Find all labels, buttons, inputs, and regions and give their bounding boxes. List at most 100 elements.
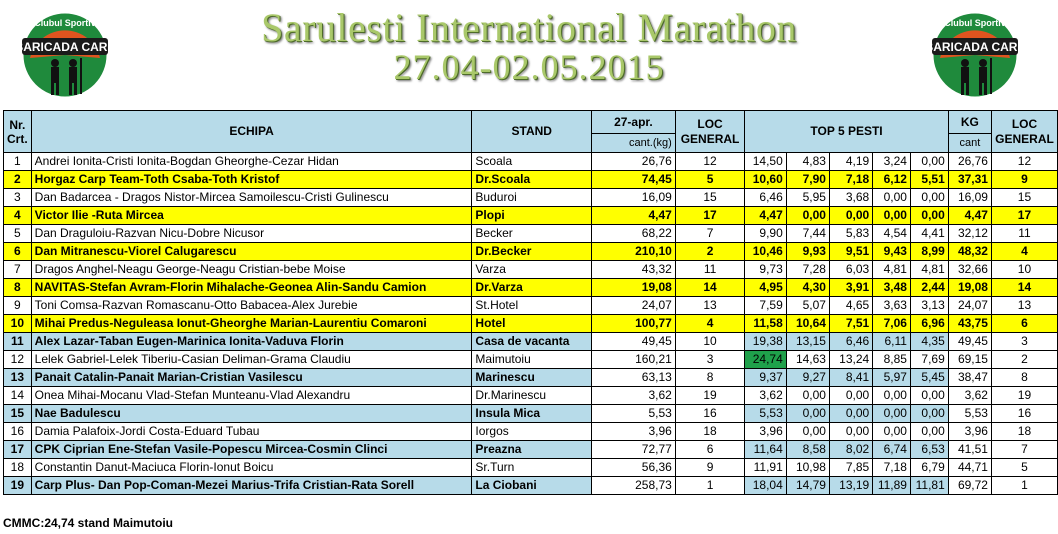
cell-stand: Plopi (471, 206, 593, 225)
svg-text:Clubul Sportiv: Clubul Sportiv (34, 18, 96, 28)
cell-cant: 19,08 (591, 278, 676, 297)
table-row: 9 Toni Comsa-Razvan Romascanu-Otto Babace… (3, 296, 1058, 315)
cell-nr: 6 (3, 242, 32, 261)
cell-fish-2: 0,00 (785, 404, 830, 423)
cell-cant: 5,53 (591, 404, 676, 423)
cell-fish-4: 4,54 (872, 224, 911, 243)
cell-echipa: Constantin Danut-Maciuca Florin-Ionut Bo… (30, 458, 473, 477)
cell-loc: 7 (674, 224, 746, 243)
cell-kg: 3,96 (947, 422, 992, 441)
cell-loc: 11 (674, 260, 746, 279)
cell-loc: 6 (674, 440, 746, 459)
cell-fish-1: 11,91 (744, 458, 787, 477)
cell-fish-5: 4,41 (909, 224, 949, 243)
cell-loc-2: 16 (990, 404, 1058, 423)
cell-loc: 16 (674, 404, 746, 423)
svg-text:BARICADA CARP: BARICADA CARP (930, 40, 1020, 54)
cell-loc-2: 6 (990, 314, 1058, 333)
cell-loc-2: 1 (990, 476, 1058, 495)
cell-stand: Varza (471, 260, 593, 279)
cell-stand: Marinescu (471, 368, 593, 387)
cell-fish-2: 0,00 (785, 206, 830, 225)
cell-fish-3: 4,19 (828, 152, 874, 171)
cell-fish-1: 9,90 (744, 224, 787, 243)
cell-loc: 4 (674, 314, 746, 333)
cell-fish-2: 14,63 (785, 350, 830, 369)
cell-cant: 210,10 (591, 242, 676, 261)
cell-loc-2: 3 (990, 332, 1058, 351)
cell-kg: 44,71 (947, 458, 992, 477)
cell-fish-5: 11,81 (909, 476, 949, 495)
cell-fish-2: 7,44 (785, 224, 830, 243)
cell-nr: 16 (3, 422, 32, 441)
cell-kg: 5,53 (947, 404, 992, 423)
header-row-2: cant.(kg) cant (4, 133, 1058, 153)
cell-kg: 26,76 (947, 152, 992, 171)
cell-echipa: Dan Badarcea - Dragos Nistor-Mircea Samo… (30, 188, 473, 207)
table-row: 10 Mihai Predus-Neguleasa Ionut-Gheorghe … (3, 314, 1058, 333)
cell-fish-1: 10,46 (744, 242, 787, 261)
cell-cant: 3,96 (591, 422, 676, 441)
cell-fish-5: 0,00 (909, 152, 949, 171)
cell-echipa: Toni Comsa-Razvan Romascanu-Otto Babacea… (30, 296, 473, 315)
cell-loc-2: 14 (990, 278, 1058, 297)
cell-fish-2: 5,95 (785, 188, 830, 207)
cell-fish-5: 0,00 (909, 404, 949, 423)
cell-stand: Buduroi (471, 188, 593, 207)
cell-fish-1: 9,37 (744, 368, 787, 387)
cell-nr: 4 (3, 206, 32, 225)
table-row: 15 Nae Badulescu Insula Mica 5,53 16 5,53 0,00… (3, 404, 1058, 423)
cell-cant: 49,45 (591, 332, 676, 351)
cell-fish-1: 4,95 (744, 278, 787, 297)
cell-kg: 4,47 (947, 206, 992, 225)
cell-cant: 4,47 (591, 206, 676, 225)
cell-loc: 3 (674, 350, 746, 369)
cell-fish-4: 0,00 (872, 188, 911, 207)
cell-fish-4: 6,11 (872, 332, 911, 351)
cell-fish-3: 0,00 (828, 206, 874, 225)
cell-cant: 3,62 (591, 386, 676, 405)
cell-fish-1: 24,74 (744, 350, 787, 369)
table-row: 1 Andrei Ionita-Cristi Ionita-Bogdan Gheo… (3, 152, 1058, 171)
table-row: 17 CPK Ciprian Ene-Stefan Vasile-Popescu … (3, 440, 1058, 459)
cell-fish-4: 9,43 (872, 242, 911, 261)
cell-fish-3: 13,24 (828, 350, 874, 369)
cell-echipa: Panait Catalin-Panait Marian-Cristian Va… (30, 368, 473, 387)
cell-cant: 24,07 (591, 296, 676, 315)
cell-fish-3: 6,03 (828, 260, 874, 279)
cell-fish-2: 10,98 (785, 458, 830, 477)
cell-loc-2: 4 (990, 242, 1058, 261)
cell-cant: 160,21 (591, 350, 676, 369)
cell-fish-2: 10,64 (785, 314, 830, 333)
cell-fish-5: 0,00 (909, 206, 949, 225)
cell-stand: Dr.Becker (471, 242, 593, 261)
cell-stand: St.Hotel (471, 296, 593, 315)
cell-kg: 16,09 (947, 188, 992, 207)
table-row: 2 Horgaz Carp Team-Toth Csaba-Toth Kristo… (3, 170, 1058, 189)
cell-fish-4: 3,63 (872, 296, 911, 315)
cell-loc: 8 (674, 368, 746, 387)
cell-stand: Casa de vacanta (471, 332, 593, 351)
cell-fish-4: 0,00 (872, 386, 911, 405)
cell-nr: 3 (3, 188, 32, 207)
cell-fish-2: 0,00 (785, 422, 830, 441)
cell-fish-1: 14,50 (744, 152, 787, 171)
cell-stand: Hotel (471, 314, 593, 333)
cell-fish-2: 8,58 (785, 440, 830, 459)
cell-fish-2: 7,28 (785, 260, 830, 279)
cell-echipa: Onea Mihai-Mocanu Vlad-Stefan Munteanu-V… (30, 386, 473, 405)
cell-kg: 43,75 (947, 314, 992, 333)
cell-fish-5: 7,69 (909, 350, 949, 369)
cell-loc-2: 18 (990, 422, 1058, 441)
cell-echipa: Alex Lazar-Taban Eugen-Marinica Ionita-V… (30, 332, 473, 351)
cell-fish-4: 6,74 (872, 440, 911, 459)
table-row: 7 Dragos Anghel-Neagu George-Neagu Cristi… (3, 260, 1058, 279)
cell-fish-3: 5,83 (828, 224, 874, 243)
cell-stand: Maimutoiu (471, 350, 593, 369)
cell-fish-5: 6,96 (909, 314, 949, 333)
col-date: 27-apr. (591, 110, 676, 134)
cell-fish-3: 7,85 (828, 458, 874, 477)
cell-fish-4: 7,06 (872, 314, 911, 333)
cell-nr: 9 (3, 296, 32, 315)
cell-loc: 19 (674, 386, 746, 405)
